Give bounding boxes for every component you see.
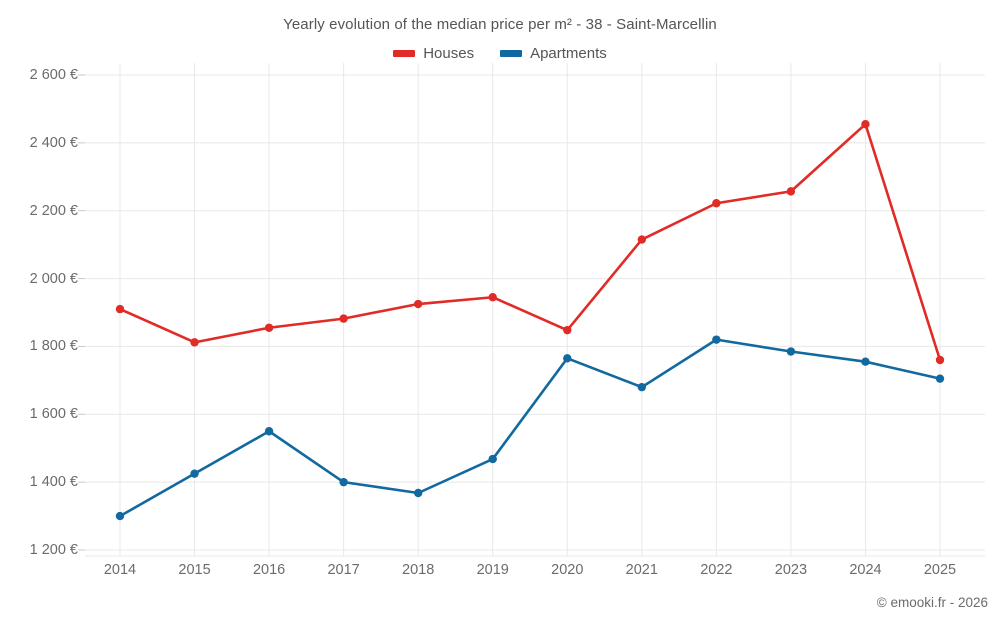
data-point[interactable] (264, 427, 274, 436)
data-point[interactable] (190, 338, 199, 347)
data-point[interactable] (339, 477, 348, 487)
data-point[interactable] (563, 325, 572, 335)
data-point[interactable] (339, 314, 348, 323)
x-axis-tick-label: 2023 (774, 562, 808, 578)
y-axis-tick-label: 1 800 € (29, 338, 78, 355)
x-axis-tick-label: 2015 (178, 562, 211, 578)
y-axis-tick-label: 1 600 € (29, 406, 78, 423)
data-point[interactable] (488, 454, 497, 464)
legend-swatch-apartments (500, 50, 523, 57)
data-point[interactable] (488, 293, 497, 302)
data-point[interactable] (935, 355, 945, 365)
data-point[interactable] (413, 488, 423, 498)
chart-title: Yearly evolution of the median price per… (283, 16, 717, 33)
data-point[interactable] (637, 235, 647, 244)
y-axis-tick-label: 2 200 € (29, 202, 78, 219)
x-axis-tick-label: 2022 (700, 562, 733, 578)
data-point[interactable] (115, 304, 125, 314)
x-axis-tick-label: 2020 (551, 562, 584, 578)
y-axis-tick-label: 1 200 € (29, 542, 78, 558)
series-line-houses (118, 122, 942, 362)
data-point[interactable] (413, 299, 423, 309)
x-axis-tick-label: 2014 (103, 562, 137, 578)
data-point[interactable] (861, 119, 870, 129)
x-axis-tick-label: 2016 (252, 562, 286, 578)
data-point[interactable] (786, 347, 796, 356)
series-line-apartments (118, 338, 942, 518)
x-axis-tick-label: 2021 (625, 562, 658, 578)
data-point[interactable] (712, 199, 721, 208)
footer-credit: © emooki.fr - 2026 (876, 595, 988, 610)
data-point[interactable] (861, 357, 870, 366)
data-point[interactable] (786, 187, 796, 196)
data-point[interactable] (190, 469, 199, 478)
data-point[interactable] (712, 335, 721, 344)
x-axis-tick-label: 2018 (402, 562, 435, 578)
data-point[interactable] (637, 382, 647, 392)
data-point[interactable] (115, 511, 125, 521)
x-axis-tick-label: 2019 (476, 562, 509, 578)
x-axis-tick-label: 2017 (327, 562, 360, 578)
legend-swatch-houses (393, 50, 416, 57)
legend-item-apartments[interactable]: Apartments (500, 45, 607, 62)
y-axis-tick-label: 2 400 € (29, 134, 78, 151)
data-point[interactable] (935, 374, 945, 383)
legend-label-houses: Houses (423, 45, 475, 62)
legend-label-apartments: Apartments (530, 45, 607, 62)
x-axis-tick-label: 2025 (923, 562, 957, 578)
x-axis-tick-label: 2024 (849, 562, 882, 578)
y-axis-tick-label: 2 000 € (29, 270, 78, 287)
data-point[interactable] (264, 323, 274, 332)
chart-legend: Houses Apartments (0, 45, 1000, 62)
y-axis-tick-label: 2 600 € (29, 67, 78, 83)
legend-item-houses[interactable]: Houses (393, 45, 474, 62)
data-point[interactable] (563, 354, 572, 363)
y-axis-tick-label: 1 400 € (29, 474, 78, 491)
